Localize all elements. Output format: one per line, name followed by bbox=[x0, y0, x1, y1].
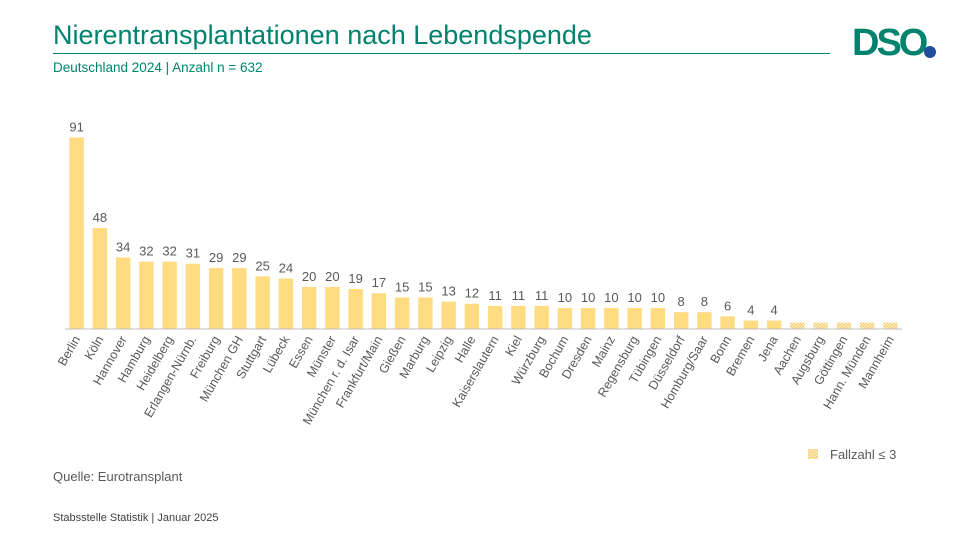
chart-title: Nierentransplantationen nach Lebendspend… bbox=[53, 20, 592, 50]
value-label-17: 12 bbox=[465, 286, 479, 301]
value-label-19: 11 bbox=[512, 288, 526, 303]
value-label-29: 4 bbox=[747, 303, 754, 318]
bar-13 bbox=[371, 293, 387, 329]
bar-7 bbox=[232, 267, 247, 329]
bar-35 bbox=[883, 322, 898, 329]
bar-9 bbox=[278, 278, 294, 329]
tick-label-0: Berlin bbox=[55, 333, 83, 368]
value-label-12: 19 bbox=[348, 271, 362, 286]
value-label-10: 20 bbox=[302, 269, 316, 284]
value-label-4: 32 bbox=[162, 244, 176, 259]
value-label-22: 10 bbox=[581, 290, 595, 305]
value-label-18: 11 bbox=[488, 288, 502, 303]
bar-15 bbox=[418, 297, 433, 329]
bar-29 bbox=[743, 320, 759, 329]
dso-logo-dot bbox=[924, 46, 936, 58]
legend: Fallzahl ≤ 3 bbox=[808, 447, 896, 462]
bar-10 bbox=[301, 286, 317, 329]
bar-5 bbox=[185, 263, 201, 329]
value-label-1: 48 bbox=[93, 210, 107, 225]
value-label-3: 32 bbox=[139, 244, 153, 259]
bar-21 bbox=[557, 307, 573, 329]
bar-20 bbox=[534, 305, 549, 329]
bar-31 bbox=[790, 322, 805, 329]
value-label-8: 25 bbox=[255, 258, 269, 273]
value-label-15: 15 bbox=[418, 279, 432, 294]
footer-note: Stabsstelle Statistik | Januar 2025 bbox=[53, 512, 219, 524]
value-label-21: 10 bbox=[558, 290, 572, 305]
value-label-16: 13 bbox=[441, 284, 455, 299]
bar-1 bbox=[92, 227, 108, 329]
bar-34 bbox=[859, 322, 875, 329]
value-label-24: 10 bbox=[627, 290, 641, 305]
legend-label-suppressed: Fallzahl ≤ 3 bbox=[830, 447, 896, 462]
bar-24 bbox=[627, 307, 642, 329]
bar-33 bbox=[836, 322, 852, 329]
bar-2 bbox=[115, 257, 131, 329]
bar-18 bbox=[487, 305, 503, 329]
bar-22 bbox=[580, 307, 596, 329]
value-label-25: 10 bbox=[651, 290, 665, 305]
bar-32 bbox=[813, 322, 828, 329]
value-label-13: 17 bbox=[372, 275, 386, 290]
bar-26 bbox=[673, 312, 689, 329]
value-label-2: 34 bbox=[116, 239, 130, 254]
bar-3 bbox=[139, 261, 154, 329]
bar-12 bbox=[348, 289, 363, 329]
value-label-30: 4 bbox=[771, 303, 778, 318]
value-label-14: 15 bbox=[395, 279, 409, 294]
source-note: Quelle: Eurotransplant bbox=[53, 469, 183, 484]
value-label-27: 8 bbox=[701, 294, 708, 309]
bar-0 bbox=[69, 137, 84, 329]
bar-30 bbox=[766, 320, 782, 329]
value-label-6: 29 bbox=[209, 250, 223, 265]
bar-25 bbox=[650, 307, 666, 329]
bar-16 bbox=[441, 301, 456, 329]
bar-11 bbox=[325, 286, 340, 329]
bar-4 bbox=[162, 261, 177, 329]
bar-27 bbox=[697, 312, 712, 329]
title-divider bbox=[53, 53, 830, 54]
dso-logo: DSO. bbox=[852, 22, 936, 60]
value-label-0: 91 bbox=[69, 119, 83, 134]
tick-label-19: Kiel bbox=[502, 334, 525, 359]
value-label-28: 6 bbox=[724, 298, 731, 313]
bar-19 bbox=[511, 305, 526, 329]
value-label-7: 29 bbox=[232, 250, 246, 265]
bar-8 bbox=[255, 276, 270, 329]
value-label-5: 31 bbox=[186, 246, 200, 261]
dso-logo-text: DSO. bbox=[852, 22, 933, 60]
value-label-11: 20 bbox=[325, 269, 339, 284]
value-label-23: 10 bbox=[604, 290, 618, 305]
value-label-9: 24 bbox=[279, 260, 293, 275]
bar-14 bbox=[394, 297, 410, 329]
bar-6 bbox=[208, 267, 224, 329]
bar-17 bbox=[464, 303, 480, 329]
bar-23 bbox=[604, 307, 619, 329]
chart-subtitle: Deutschland 2024 | Anzahl n = 632 bbox=[53, 60, 263, 75]
bar-28 bbox=[720, 316, 735, 329]
legend-swatch-suppressed bbox=[808, 449, 818, 459]
value-label-20: 11 bbox=[535, 288, 549, 303]
value-label-26: 8 bbox=[678, 294, 685, 309]
